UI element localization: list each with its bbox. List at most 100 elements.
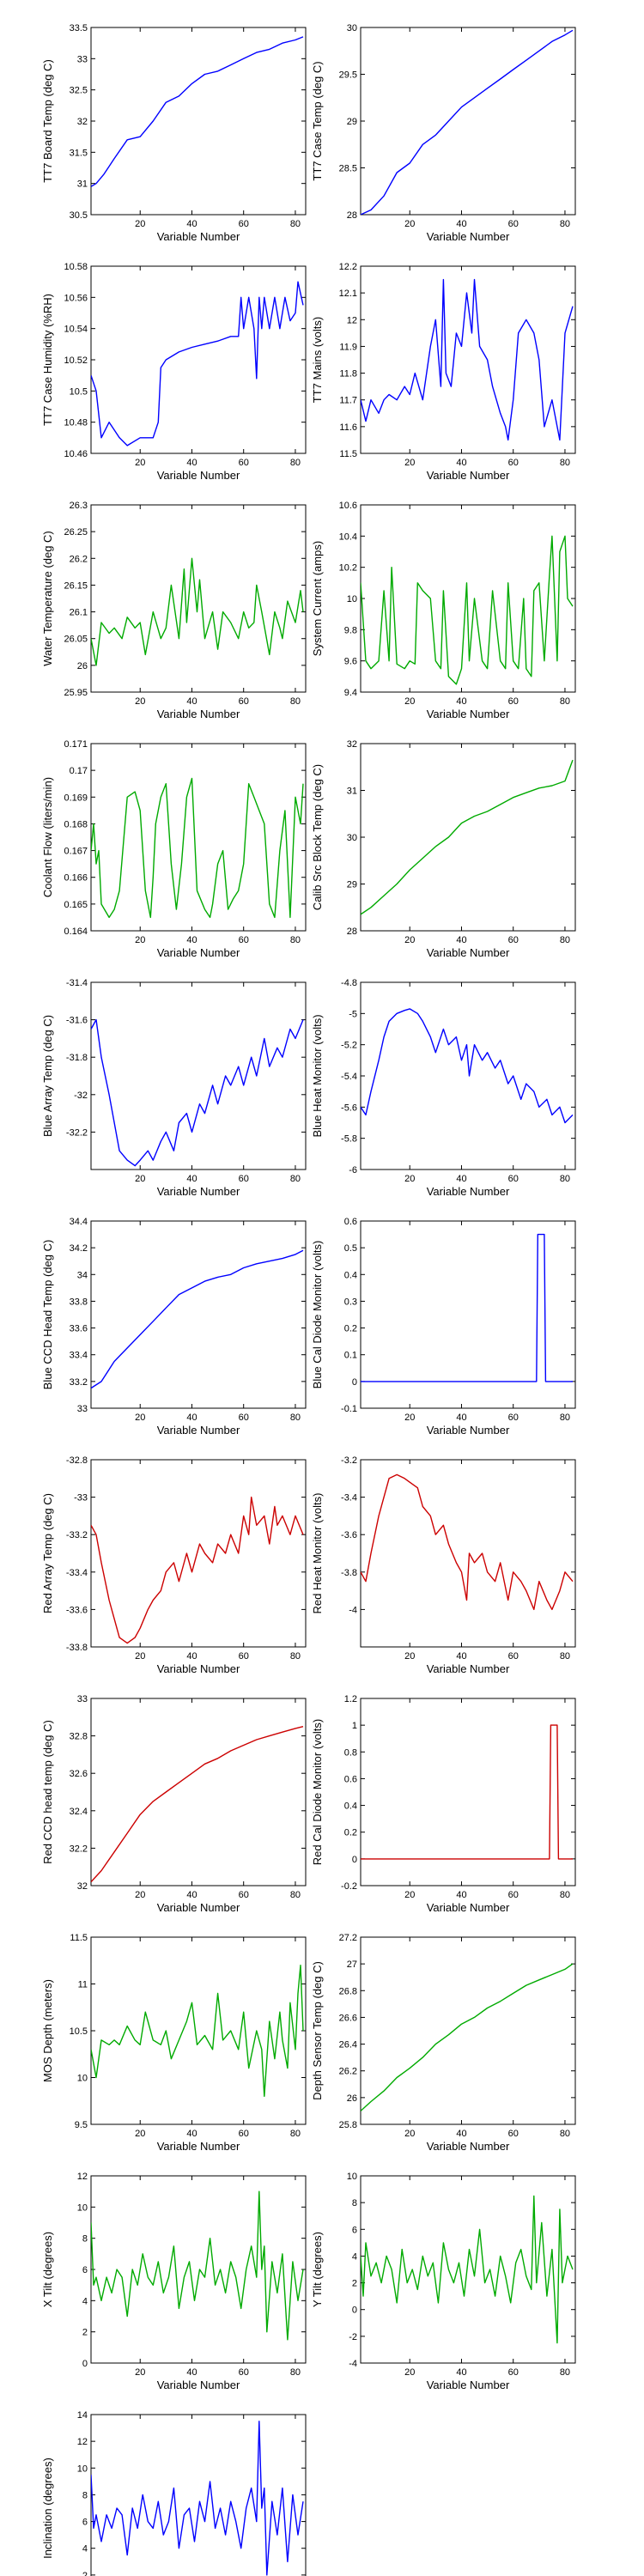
plot-frame	[90, 1220, 307, 1409]
y-tick-label: 10	[77, 2202, 88, 2213]
y-tick-label: 0.171	[64, 739, 88, 750]
chart-3: 10.46 10.48 10.5 10.52 10.54 10.56 10.58 20 40 60…	[41, 262, 307, 482]
y-tick-label: 34.4	[70, 1217, 88, 1227]
y-tick-label: 0.8	[344, 1747, 357, 1758]
x-axis-label: Variable Number	[427, 230, 510, 243]
series-line	[361, 1233, 573, 1382]
y-axis-label: TT7 Board Temp (deg C)	[41, 59, 54, 183]
chart-11: 33 33.2 33.4 33.6 33.8 34 34.2 34.4 20 40 60 80 Vari…	[41, 1217, 307, 1437]
y-tick-label: 0.4	[344, 1270, 357, 1280]
y-axis-label: Blue Cal Diode Monitor (volts)	[311, 1241, 324, 1389]
series-line	[91, 36, 304, 187]
y-axis-label: MOS Depth (meters)	[41, 1979, 54, 2082]
y-tick-label: 0.166	[64, 873, 88, 884]
y-tick-label: 10	[77, 2464, 88, 2474]
x-axis-label: Variable Number	[427, 946, 510, 959]
y-axis-label: Y Tilt (degrees)	[311, 2232, 324, 2307]
x-axis-label: Variable Number	[427, 708, 510, 720]
x-tick-label: 20	[404, 2367, 415, 2378]
y-tick-label: 6	[352, 2225, 357, 2235]
chart-5: 25.95 26 26.05 26.1 26.15 26.2 26.25 26.3 20 40 60…	[41, 501, 307, 720]
chart-6: 9.4 9.6 9.8 10 10.2 10.4 10.6 20 40 60 80 Variable …	[311, 501, 576, 720]
y-axis-label: Calib Src Block Temp (deg C)	[311, 764, 324, 910]
y-tick-label: 12	[347, 315, 357, 325]
chart-17: 9.5 10 10.5 11 11.5 20 40 60 80 Variable Number MO…	[41, 1933, 307, 2153]
y-tick-label: 33	[77, 1694, 88, 1704]
series-line	[361, 759, 574, 915]
y-tick-label: 10.48	[64, 418, 88, 428]
y-tick-label: 10.5	[70, 386, 88, 397]
x-tick-label: 40	[186, 1413, 197, 1423]
x-tick-label: 40	[456, 458, 466, 468]
y-tick-label: 10.52	[64, 355, 88, 366]
series-line	[361, 1473, 574, 1611]
y-tick-label: 2	[352, 2279, 357, 2289]
y-tick-label: 10.58	[64, 262, 88, 272]
x-tick-label: 20	[404, 696, 415, 707]
x-tick-label: 80	[290, 1174, 301, 1184]
chart-9: -32.2 -32 -31.8 -31.6 -31.4 20 40 60 80 Variable …	[41, 978, 307, 1198]
y-tick-label: -3.2	[341, 1455, 357, 1466]
x-tick-label: 40	[186, 458, 197, 468]
chart-1: 30.5 31 31.5 32 32.5 33 33.5 20 40 60 80 Variable N…	[41, 23, 307, 243]
plot-frame	[360, 1220, 576, 1409]
plot-frame	[90, 265, 307, 454]
y-tick-label: -33.6	[66, 1605, 88, 1615]
chart-10: -6 -5.8 -5.6 -5.4 -5.2 -5 -4.8 20 40 60 80 Variable…	[311, 978, 576, 1198]
chart-14: -4 -3.8 -3.6 -3.4 -3.2 20 40 60 80 Variable Numbe…	[311, 1455, 576, 1675]
x-tick-label: 60	[508, 1413, 519, 1423]
x-axis-label: Variable Number	[157, 1901, 240, 1914]
y-tick-label: 31.5	[70, 148, 88, 158]
y-tick-label: 12	[77, 2172, 88, 2182]
x-tick-label: 60	[239, 219, 249, 229]
y-tick-label: 32	[347, 739, 357, 750]
series-line	[361, 29, 574, 215]
x-tick-label: 40	[456, 935, 466, 945]
x-tick-label: 40	[186, 1174, 197, 1184]
x-tick-label: 40	[456, 1651, 466, 1662]
y-tick-label: -32	[74, 1091, 88, 1101]
x-tick-label: 20	[135, 935, 145, 945]
plot-frame	[360, 1459, 576, 1648]
y-axis-label: System Current (amps)	[311, 541, 324, 656]
series-line	[361, 1008, 574, 1124]
y-axis-label: Coolant Flow (liters/min)	[41, 777, 54, 897]
x-tick-label: 40	[456, 2129, 466, 2139]
y-tick-label: 28.5	[339, 164, 357, 174]
series-line	[361, 1724, 573, 1860]
y-tick-label: 28	[347, 210, 357, 221]
y-tick-label: 1	[352, 1721, 357, 1731]
x-tick-label: 40	[456, 219, 466, 229]
y-tick-label: 33.4	[70, 1351, 88, 1361]
y-tick-label: -31.6	[66, 1016, 88, 1026]
y-axis-label: Red CCD head temp (deg C)	[41, 1720, 54, 1864]
y-tick-label: 10	[347, 2172, 357, 2182]
y-tick-label: 12.1	[339, 289, 357, 299]
chart-7: 0.164 0.165 0.166 0.167 0.168 0.169 0.17 0.171 2…	[41, 739, 307, 959]
y-tick-label: 8	[352, 2198, 357, 2208]
y-tick-label: 26.4	[339, 2040, 357, 2050]
x-tick-label: 80	[290, 696, 301, 707]
x-tick-label: 60	[239, 1174, 249, 1184]
x-axis-label: Variable Number	[157, 1662, 240, 1675]
x-tick-label: 80	[560, 1174, 570, 1184]
y-tick-label: 6	[82, 2518, 88, 2528]
plot-frame	[90, 2414, 307, 2576]
x-tick-label: 20	[135, 458, 145, 468]
y-tick-label: 0.1	[344, 1351, 357, 1361]
y-tick-label: 8	[82, 2234, 88, 2245]
x-axis-label: Variable Number	[157, 946, 240, 959]
y-tick-label: -33.2	[66, 1530, 88, 1540]
x-tick-label: 60	[508, 1651, 519, 1662]
y-tick-label: 10.2	[339, 563, 357, 574]
y-tick-label: 4	[82, 2544, 88, 2555]
series-line	[91, 1249, 304, 1389]
y-tick-label: 29	[347, 880, 357, 890]
x-tick-label: 60	[508, 219, 519, 229]
y-tick-label: 6	[82, 2265, 88, 2275]
x-tick-label: 20	[135, 1651, 145, 1662]
plot-frame	[90, 743, 307, 932]
y-tick-label: 0.6	[344, 1217, 357, 1227]
series-line	[91, 281, 304, 447]
y-tick-label: 26.2	[339, 2067, 357, 2077]
